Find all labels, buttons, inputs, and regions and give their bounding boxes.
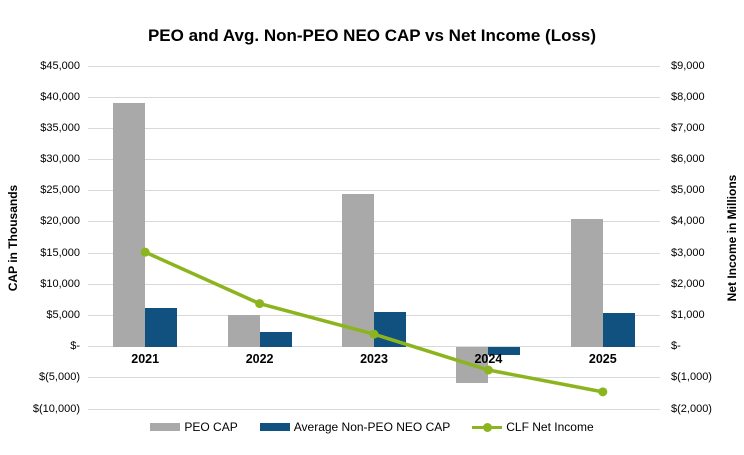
- gridline: [88, 96, 660, 98]
- x-axis-label-2021: 2021: [131, 351, 160, 366]
- right-axis-tick-label: $7,000: [671, 121, 705, 134]
- legend-swatch-line-marker: [472, 422, 503, 432]
- left-axis-tick-label: $40,000: [40, 90, 80, 103]
- bar-peo-cap-2021: [113, 103, 146, 347]
- bar-peo-cap-2025: [570, 218, 603, 347]
- legend-label: PEO CAP: [184, 420, 238, 434]
- legend-label: Average Non-PEO NEO CAP: [293, 420, 451, 434]
- right-axis-tick-label: $3,000: [671, 246, 705, 259]
- right-axis-tick-label: $-: [671, 340, 681, 353]
- bar-average-non-peo-neo-cap-2023: [374, 312, 406, 347]
- bar-peo-cap-2023: [342, 194, 374, 347]
- left-axis-tick-label: $25,000: [40, 184, 80, 197]
- legend-item-peo-cap: PEO CAP: [150, 420, 238, 434]
- gridline: [88, 408, 660, 410]
- bar-peo-cap-2022: [227, 314, 260, 347]
- legend: PEO CAP Average Non-PEO NEO CAP CLF Net In…: [0, 420, 744, 434]
- gridline: [88, 190, 660, 192]
- left-axis-tick-label: $15,000: [40, 246, 80, 259]
- legend-swatch-bar: [150, 423, 181, 431]
- gridline: [88, 159, 660, 161]
- right-axis-tick-label: $1,000: [671, 308, 705, 321]
- left-axis-tick-label: $(5,000): [39, 371, 80, 384]
- right-axis-tick-label: $6,000: [671, 153, 705, 166]
- net-income-marker-2022: [255, 299, 265, 309]
- net-income-marker-2025: [598, 387, 608, 397]
- right-axis-tick-label: $5,000: [671, 184, 705, 197]
- right-axis-tick-label: $4,000: [671, 215, 705, 228]
- bar-average-non-peo-neo-cap-2021: [145, 307, 178, 347]
- gridline: [88, 127, 660, 129]
- legend-swatch-bar: [259, 423, 290, 431]
- right-axis-tick-label: $2,000: [671, 277, 705, 290]
- x-axis-label-2023: 2023: [360, 351, 388, 366]
- left-axis-tick-label: $5,000: [46, 308, 80, 321]
- left-axis-tick-label: $-: [70, 340, 80, 353]
- chart-title: PEO and Avg. Non-PEO NEO CAP vs Net Inco…: [147, 26, 597, 45]
- gridline: [88, 65, 660, 67]
- gridline: [88, 377, 660, 379]
- bar-average-non-peo-neo-cap-2022: [259, 332, 292, 347]
- left-axis-title: CAP in Thousands: [6, 184, 20, 292]
- left-axis-tick-label: $20,000: [40, 215, 80, 228]
- legend-label: CLF Net Income: [506, 420, 594, 434]
- left-axis-tick-label: $45,000: [40, 59, 80, 72]
- x-axis-label-2022: 2022: [245, 351, 274, 366]
- gridline: [88, 221, 660, 223]
- right-axis-tick-label: $8,000: [671, 90, 705, 103]
- right-axis-tick-label: $(1,000): [671, 371, 712, 384]
- legend-item-average-non-peo-neo-cap: Average Non-PEO NEO CAP: [259, 420, 451, 434]
- left-axis-tick-label: $(10,000): [32, 402, 80, 415]
- bar-average-non-peo-neo-cap-2025: [602, 312, 635, 347]
- left-axis-tick-label: $30,000: [40, 153, 80, 166]
- left-axis-tick-label: $10,000: [40, 277, 80, 290]
- legend-item-clf-net-income: CLF Net Income: [472, 420, 594, 434]
- right-axis-tick-label: $(2,000): [671, 402, 712, 415]
- x-axis-label-2025: 2025: [588, 351, 617, 366]
- left-axis-tick-label: $35,000: [40, 121, 80, 134]
- x-axis-label-2024: 2024: [474, 351, 503, 366]
- right-axis-tick-label: $9,000: [671, 59, 705, 72]
